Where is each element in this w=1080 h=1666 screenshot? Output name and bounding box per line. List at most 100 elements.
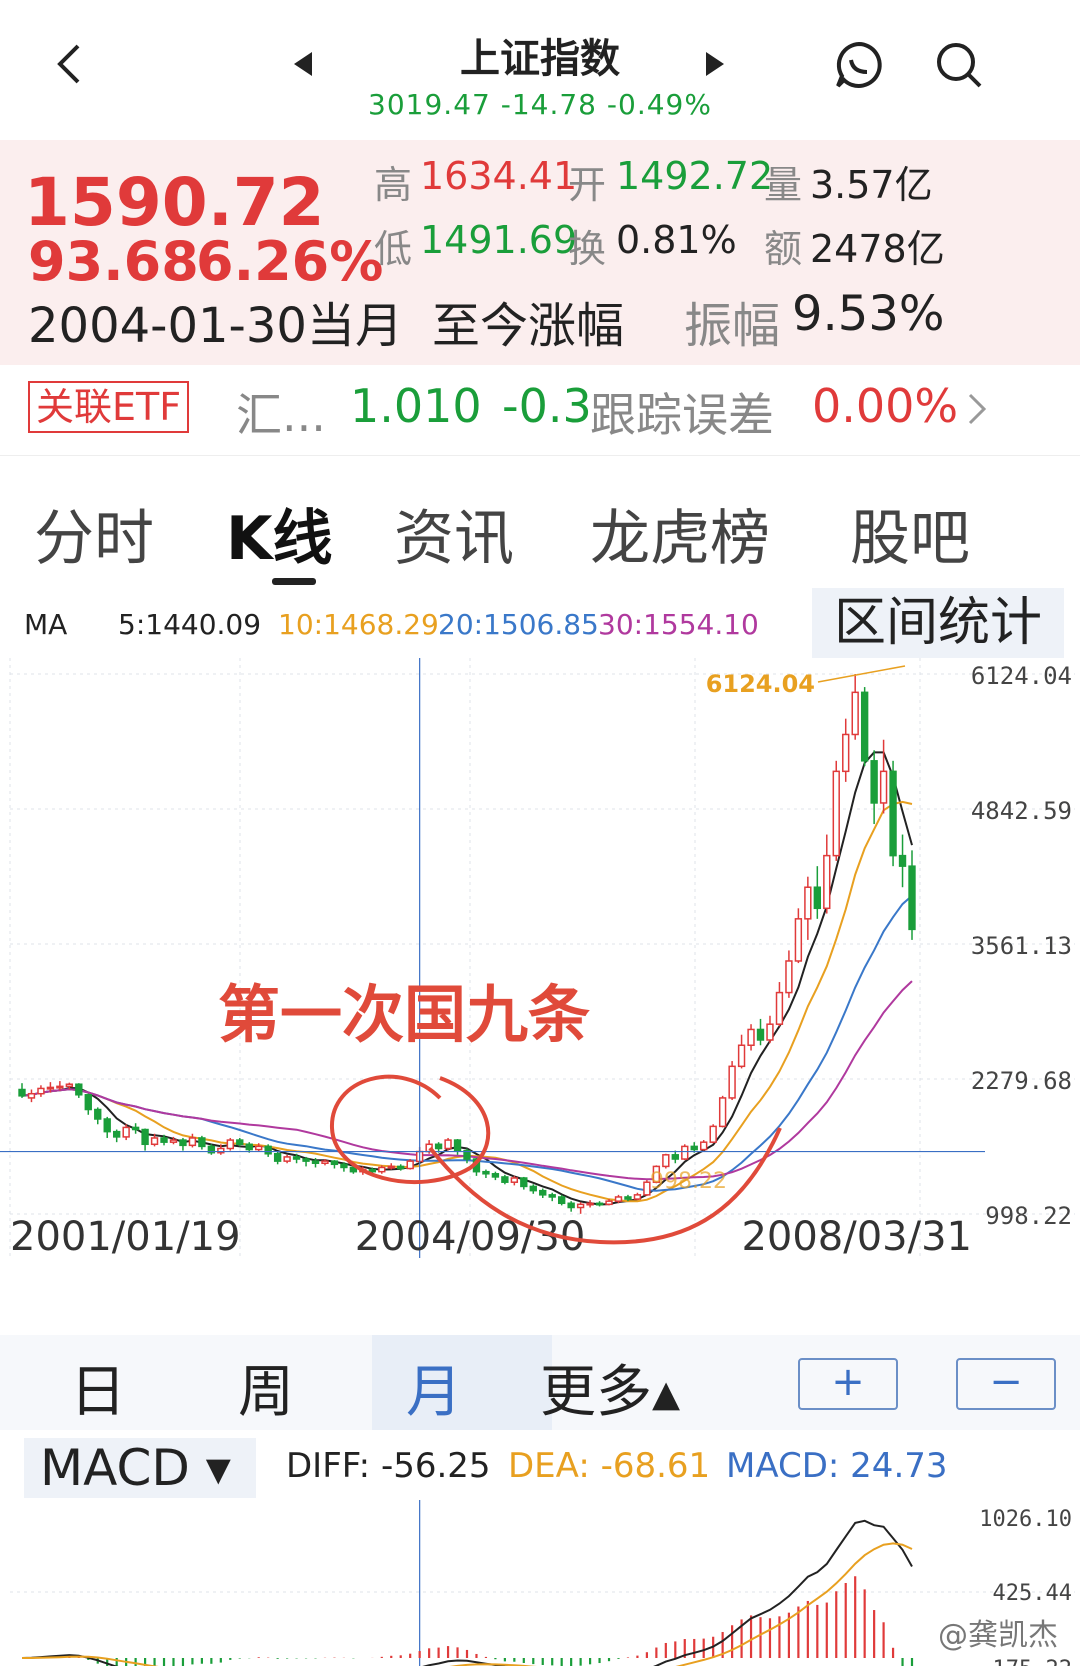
candle-body xyxy=(898,854,907,867)
period-month[interactable]: 月 xyxy=(406,1360,462,1425)
tab-kline[interactable]: K线 xyxy=(226,504,333,574)
candle-body xyxy=(311,1160,320,1164)
candle-body xyxy=(330,1160,339,1166)
candle-body xyxy=(766,1023,774,1041)
high-value: 1634.41 xyxy=(420,154,578,198)
candle-body xyxy=(605,1200,613,1206)
x-axis-ticks: 2001/01/19 2004/09/30 2008/03/31 xyxy=(10,1214,972,1260)
candle-body xyxy=(643,1181,651,1196)
open-value: 1492.72 xyxy=(616,154,774,198)
chart-annotations: 6124.04 998.22 第一次国九条 xyxy=(218,665,906,1245)
candle-body xyxy=(406,1160,414,1170)
macd-grid xyxy=(10,1500,1075,1666)
candle-body xyxy=(387,1165,395,1169)
volume-label: 量 xyxy=(764,163,803,207)
candle-body xyxy=(292,1156,301,1160)
candle-body xyxy=(463,1149,471,1160)
period-day[interactable]: 日 xyxy=(70,1360,126,1425)
triangle-left-icon[interactable] xyxy=(292,50,314,82)
macd-tick-label: -175.22 xyxy=(979,1657,1072,1666)
candle-body xyxy=(160,1137,168,1143)
candle-body xyxy=(84,1094,92,1111)
triangle-right-icon[interactable] xyxy=(704,50,726,82)
candle-body xyxy=(775,991,784,1025)
related-etf-row[interactable]: 关联ETF 汇... 1.010 -0.3 跟踪误差 0.00% xyxy=(0,365,1080,456)
high-label: 高 xyxy=(374,163,413,207)
search-icon[interactable] xyxy=(934,40,984,94)
candle-body xyxy=(255,1145,263,1151)
candle-body xyxy=(709,1125,717,1143)
candle-body xyxy=(482,1170,490,1175)
candle-body xyxy=(46,1086,55,1090)
macd-histogram xyxy=(30,1576,914,1666)
y-tick-label: 6124.04 xyxy=(971,662,1072,690)
candle-body xyxy=(624,1196,632,1200)
candle-body xyxy=(614,1196,623,1202)
candle-body xyxy=(198,1137,206,1148)
candle-body xyxy=(747,1028,755,1047)
since-gain-label: 至今涨幅 xyxy=(432,298,625,354)
candle-body xyxy=(870,760,878,804)
candle-body xyxy=(576,1203,585,1209)
candle-body xyxy=(94,1108,102,1120)
tab-dragon-tiger[interactable]: 龙虎榜 xyxy=(590,504,770,574)
chevron-left-icon[interactable] xyxy=(52,40,86,96)
candle-body xyxy=(378,1166,386,1173)
candle-body xyxy=(501,1176,509,1183)
tracking-error-label: 跟踪误差 xyxy=(590,388,774,442)
candle-body xyxy=(823,854,831,910)
candle-body xyxy=(207,1145,216,1154)
candle-body xyxy=(217,1147,225,1154)
candle-body xyxy=(633,1194,642,1200)
zoom-out-button[interactable]: − xyxy=(956,1358,1056,1410)
x-tick-label: 2004/09/30 xyxy=(355,1214,586,1260)
tab-intraday[interactable]: 分时 xyxy=(34,504,154,574)
high-price-annotation: 6124.04 xyxy=(706,670,815,698)
candle-body xyxy=(548,1194,556,1198)
ma-label: MA xyxy=(24,608,68,641)
candle-body xyxy=(539,1189,547,1196)
y-axis-ticks: 6124.04 4842.59 3561.13 2279.68 998.22 xyxy=(971,662,1072,1230)
annotation-circle xyxy=(329,1074,491,1185)
candle-body xyxy=(273,1153,282,1162)
candle-body xyxy=(785,960,793,994)
kline-chart[interactable]: 6124.04 4842.59 3561.13 2279.68 998.22 2001/… xyxy=(0,658,1080,1308)
chat-bubble-icon[interactable] xyxy=(834,40,884,94)
index-subquote: 3019.47 -14.78 -0.49% xyxy=(368,88,712,121)
candle-body xyxy=(728,1065,736,1099)
macd-tick-label: 425.44 xyxy=(993,1581,1072,1606)
amplitude-value: 9.53% xyxy=(792,286,945,342)
candle-body xyxy=(832,770,840,857)
y-tick-label: 998.22 xyxy=(985,1202,1072,1230)
header-bar: 上证指数 3019.47 -14.78 -0.49% xyxy=(0,0,1080,140)
candle-body xyxy=(321,1160,329,1164)
candle-body xyxy=(491,1173,500,1178)
tab-news[interactable]: 资讯 xyxy=(394,504,514,574)
candle-body xyxy=(150,1137,159,1146)
period-week[interactable]: 周 xyxy=(238,1360,294,1425)
candle-body xyxy=(557,1196,566,1205)
chevron-right-icon[interactable] xyxy=(966,391,990,431)
candle-body xyxy=(283,1156,291,1162)
candle-body xyxy=(652,1165,661,1183)
macd-chart[interactable]: 1026.10 425.44 -175.22 xyxy=(0,1500,1080,1666)
tab-forum[interactable]: 股吧 xyxy=(850,504,970,574)
amount-label: 额 xyxy=(764,227,803,271)
range-statistics-button[interactable]: 区间统计 xyxy=(812,588,1064,658)
open-label: 开 xyxy=(568,163,607,207)
candle-body xyxy=(586,1202,594,1206)
period-more[interactable]: 更多▴ xyxy=(540,1360,681,1425)
candle-body xyxy=(264,1145,272,1155)
price-change-pct: 6.26% xyxy=(196,230,384,293)
indicator-selector[interactable]: MACD ▾ xyxy=(24,1438,256,1498)
turnover-label: 换 xyxy=(568,227,607,271)
x-tick-label: 2001/01/19 xyxy=(10,1214,241,1260)
candle-body xyxy=(131,1126,140,1131)
period-active-bg xyxy=(372,1335,552,1430)
candle-body xyxy=(756,1028,765,1041)
ma30-value: 30:1554.10 xyxy=(598,608,759,641)
zoom-in-button[interactable]: + xyxy=(798,1358,898,1410)
candle-body xyxy=(737,1044,746,1068)
candle-body xyxy=(794,918,803,962)
ma20-value: 20:1506.85 xyxy=(438,608,599,641)
